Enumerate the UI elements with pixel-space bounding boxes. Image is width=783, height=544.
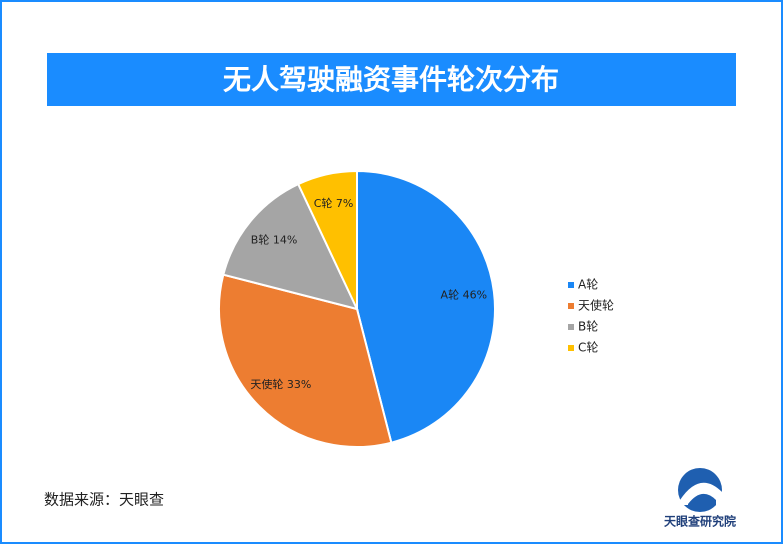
chart-title: 无人驾驶融资事件轮次分布 bbox=[223, 63, 559, 96]
data-label-category: C轮 bbox=[314, 196, 333, 210]
data-label-value: 14% bbox=[273, 233, 297, 246]
legend-label: B轮 bbox=[578, 320, 598, 334]
legend-label: 天使轮 bbox=[578, 298, 614, 313]
source-note: 数据来源：天眼查 bbox=[44, 491, 164, 509]
logo-shape bbox=[688, 493, 716, 505]
legend-swatch bbox=[568, 345, 574, 351]
legend-swatch bbox=[568, 303, 574, 309]
legend-label: A轮 bbox=[578, 278, 598, 292]
data-label: 天使轮 33% bbox=[250, 377, 311, 391]
data-label: C轮 7% bbox=[314, 196, 354, 210]
legend-swatch bbox=[568, 324, 574, 330]
title-banner bbox=[47, 53, 736, 106]
pie-slice bbox=[356, 169, 496, 444]
data-label-value: 33% bbox=[287, 378, 311, 391]
pie-slice bbox=[222, 182, 359, 311]
data-label-category: B轮 bbox=[251, 232, 270, 246]
legend-swatch bbox=[568, 282, 574, 288]
data-label-category: 天使轮 bbox=[250, 377, 283, 391]
brand-logo bbox=[678, 468, 722, 512]
pie-slice bbox=[296, 169, 358, 310]
data-label-category: A轮 bbox=[441, 288, 460, 302]
legend-label: C轮 bbox=[578, 341, 598, 355]
data-label-value: 7% bbox=[336, 197, 353, 210]
data-label-value: 46% bbox=[463, 289, 487, 302]
data-label: B轮 14% bbox=[251, 232, 298, 246]
pie-slice bbox=[218, 273, 393, 448]
brand-name: 天眼查研究院 bbox=[664, 514, 736, 529]
data-label: A轮 46% bbox=[441, 288, 487, 302]
